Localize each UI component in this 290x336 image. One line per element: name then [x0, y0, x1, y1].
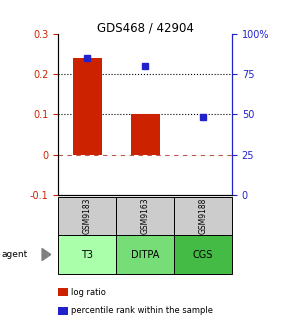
Bar [130, 114, 160, 155]
Text: agent: agent [1, 250, 28, 259]
Text: CGS: CGS [193, 250, 213, 259]
Text: GSM9183: GSM9183 [82, 198, 92, 234]
Text: GSM9188: GSM9188 [198, 198, 208, 234]
Polygon shape [42, 249, 51, 261]
Text: T3: T3 [81, 250, 93, 259]
Text: percentile rank within the sample: percentile rank within the sample [71, 306, 213, 315]
Text: GDS468 / 42904: GDS468 / 42904 [97, 22, 193, 35]
Text: GSM9163: GSM9163 [140, 198, 150, 234]
Bar [72, 58, 102, 155]
Text: DITPA: DITPA [131, 250, 159, 259]
Text: log ratio: log ratio [71, 288, 106, 297]
